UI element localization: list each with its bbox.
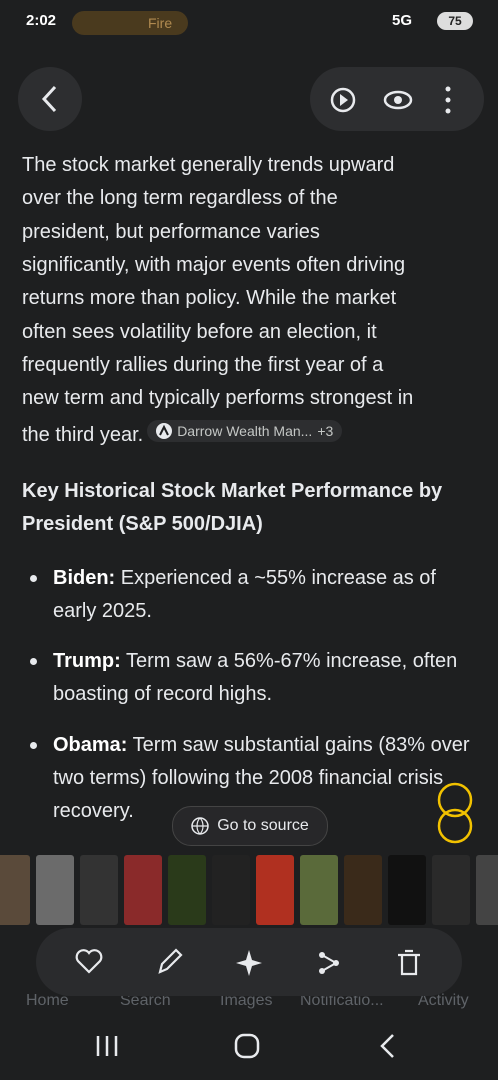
text-line-content: the third year. [22,424,144,447]
bullet-text: Term saw a 56%-67% increase, often boast… [53,650,458,705]
text-line: new term and typically performs stronges… [22,387,414,410]
go-to-source-button[interactable]: Go to source [172,806,328,846]
lens-icon[interactable] [432,782,478,844]
nav-label[interactable]: Home [26,992,69,1009]
thumbnail[interactable] [432,855,470,925]
thumbnail[interactable] [168,855,206,925]
text-line: president, but performance varies [22,220,320,243]
source-icon [156,423,173,440]
app-chip-label: Fire [148,15,173,31]
thumbnail[interactable] [300,855,338,925]
nav-label[interactable]: Notificatio... [300,992,384,1009]
text-line: the third year. Darrow Wealth Man... +3 [22,420,343,447]
source-more: +3 [317,423,334,440]
bullet-dot [30,575,37,582]
bullet-item: Biden: Experienced a ~55% increase as of… [53,562,473,628]
clock: 2:02 [26,12,57,29]
thumbnail[interactable] [256,855,294,925]
nav-label[interactable]: Activity [418,992,469,1009]
bullet-dot [30,742,37,749]
toolbar-icons[interactable] [310,67,484,131]
system-nav[interactable] [0,1026,498,1066]
nav-label[interactable]: Search [120,992,171,1009]
go-to-source-label: Go to source [217,817,309,834]
text-line: over the long term regardless of the [22,187,338,210]
toolbar [310,67,484,131]
back-icon [41,85,57,113]
bullet-item: Obama: Term saw substantial gains (83% o… [53,729,473,828]
globe-icon [191,817,209,835]
section-heading: Key Historical Stock Market Performance … [22,480,443,535]
source-chip[interactable]: Darrow Wealth Man... +3 [147,420,343,443]
back-button[interactable] [18,67,82,131]
bullet-name: Biden: [53,567,116,589]
text-line: significantly, with major events often d… [22,253,406,276]
action-icons[interactable] [36,928,462,996]
thumbnail[interactable] [0,855,30,925]
nav-label[interactable]: Images [220,992,273,1009]
thumbnail[interactable] [36,855,74,925]
text-line: returns more than policy. While the mark… [22,287,397,310]
text-line: often sees volatility before an election… [22,320,377,343]
app-chip [72,11,188,35]
bullet-name: Obama: [53,734,128,756]
bullet-text: Term saw substantial gains (83% over two… [53,734,470,822]
bullet-item: Trump: Term saw a 56%-67% increase, ofte… [53,645,473,711]
battery: 75 [437,12,473,30]
thumbnail[interactable] [388,855,426,925]
text-line: frequently rallies during the first year… [22,353,384,376]
bullet-dot [30,658,37,665]
thumbnail[interactable] [212,855,250,925]
thumbnail[interactable] [124,855,162,925]
thumbnail[interactable] [476,855,498,925]
thumbnail[interactable] [80,855,118,925]
text-line: The stock market generally trends upward [22,154,395,176]
action-bar [36,928,462,996]
bullet-text: Experienced a ~55% increase as of early … [53,567,436,622]
thumbnail[interactable] [344,855,382,925]
network: 5G [392,12,413,29]
source-name: Darrow Wealth Man... [177,423,313,440]
bullet-name: Trump: [53,650,121,672]
